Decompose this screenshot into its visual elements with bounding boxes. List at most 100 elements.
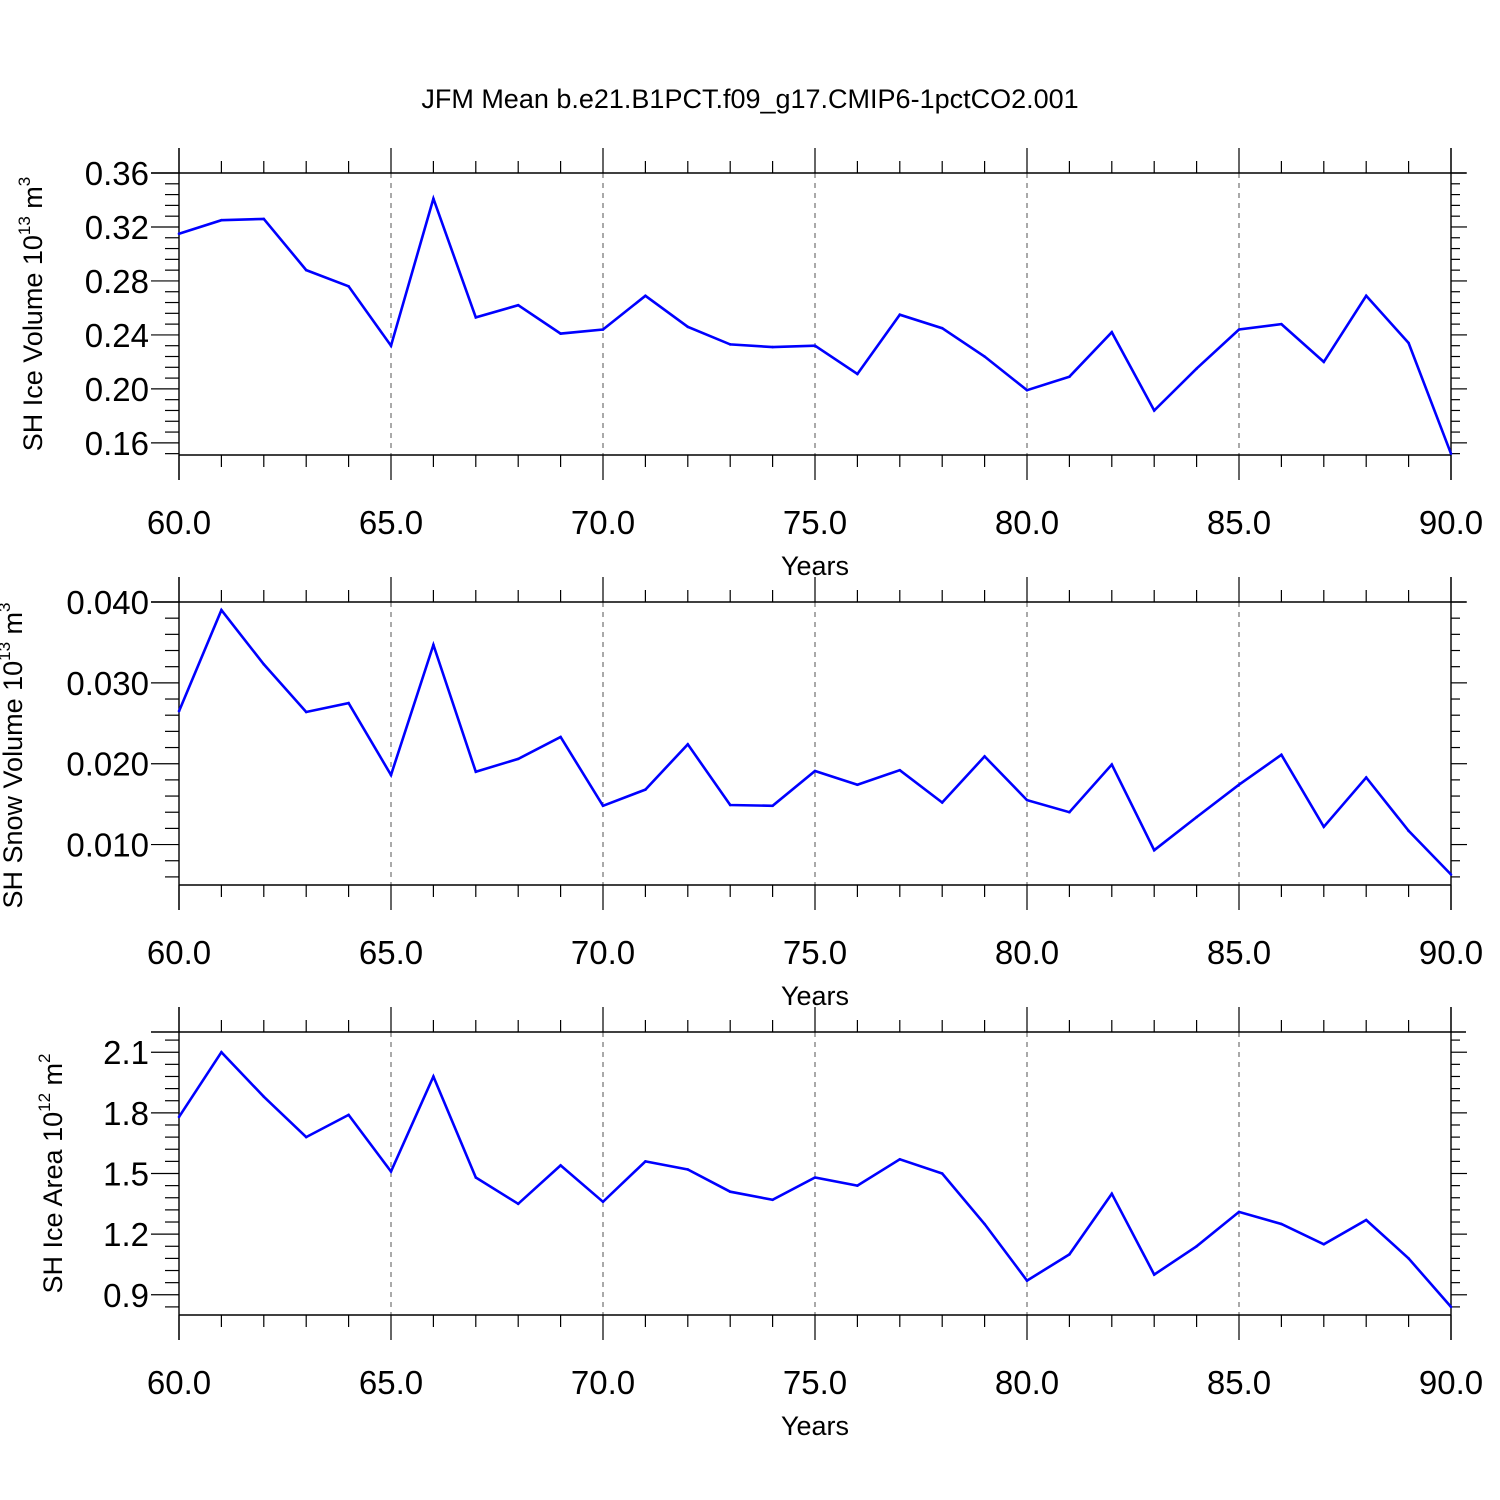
data-point — [601, 804, 605, 808]
y-tick-label: 1.5 — [103, 1156, 149, 1193]
data-point — [432, 1075, 435, 1078]
data-point — [1025, 1279, 1029, 1282]
data-point — [1237, 1210, 1241, 1214]
x-tick-label: 60.0 — [147, 1364, 211, 1401]
data-point — [1152, 848, 1156, 852]
x-tick-label: 70.0 — [571, 934, 635, 971]
x-tick-label: 85.0 — [1207, 934, 1271, 971]
x-tick-label: 85.0 — [1207, 504, 1271, 541]
x-tick-label: 90.0 — [1419, 504, 1483, 541]
data-point — [1110, 330, 1114, 334]
panel-ice-area: 0.9 1.2 1.5 1.8 2.1 60.0 65.0 70.0 75.0 80.0 85.0 9… — [35, 1007, 1483, 1441]
data-point — [644, 294, 647, 298]
x-tick-label: 70.0 — [571, 1364, 635, 1401]
data-point — [644, 1160, 647, 1163]
data-point — [1068, 810, 1071, 814]
data-point — [304, 710, 308, 714]
panel-ice-volume: 0.16 0.20 0.24 0.28 0.32 0.36 60.0 65.0 70.0 75.0… — [15, 148, 1483, 581]
data-point — [898, 768, 902, 772]
data-point — [1364, 776, 1368, 779]
y-axis-title: SH Snow Volume 1013 m3 — [0, 602, 28, 908]
data-point — [1407, 341, 1410, 345]
data-point — [771, 345, 774, 349]
data-point — [474, 770, 478, 774]
data-point — [601, 328, 605, 331]
data-point — [516, 303, 520, 307]
data-point — [1280, 753, 1283, 757]
series-line — [177, 1050, 1452, 1308]
data-point — [771, 1198, 774, 1202]
y-tick-label: 0.9 — [103, 1277, 149, 1314]
data-point — [1195, 367, 1198, 370]
x-tick-label: 80.0 — [995, 1364, 1059, 1401]
data-point — [389, 773, 393, 777]
data-point — [856, 783, 859, 787]
data-point — [1237, 783, 1241, 787]
data-point — [1068, 1253, 1071, 1256]
x-axis-title: Years — [781, 981, 849, 1011]
x-tick-label: 60.0 — [147, 934, 211, 971]
x-tick-label: 65.0 — [359, 934, 423, 971]
data-point — [262, 1095, 266, 1098]
y-tick-label: 0.030 — [66, 665, 149, 702]
data-point — [262, 662, 266, 666]
data-point — [940, 1172, 944, 1175]
data-point — [220, 608, 223, 612]
data-point — [728, 1190, 732, 1193]
data-point — [432, 197, 435, 200]
y-axis-title: SH Ice Volume 1013 m3 — [15, 177, 48, 452]
x-tick-label: 80.0 — [995, 934, 1059, 971]
data-point — [1322, 360, 1326, 364]
data-point — [1152, 409, 1156, 412]
data-point — [686, 325, 690, 329]
x-tick-label: 70.0 — [571, 504, 635, 541]
data-point — [1322, 825, 1326, 829]
y-tick-label: 0.32 — [85, 209, 149, 246]
data-point — [1407, 1257, 1410, 1260]
x-tick-label: 65.0 — [359, 504, 423, 541]
data-point — [389, 344, 393, 348]
data-point — [898, 313, 902, 316]
data-point — [474, 316, 478, 319]
data-point — [983, 755, 986, 758]
data-point — [1025, 798, 1029, 802]
data-point — [771, 804, 774, 808]
data-point — [983, 1222, 986, 1226]
data-point — [177, 709, 181, 713]
data-point — [940, 801, 944, 804]
y-tick-label: 0.36 — [85, 155, 149, 192]
data-point — [177, 1115, 181, 1119]
data-point — [1068, 375, 1071, 379]
y-axis-title: SH Ice Area 1012 m2 — [35, 1054, 68, 1294]
y-tick-label: 0.020 — [66, 746, 149, 783]
data-point — [1364, 294, 1368, 298]
data-point — [601, 1200, 605, 1204]
x-axis-title: Years — [781, 1411, 849, 1441]
y-tick-label: 0.20 — [85, 371, 149, 408]
data-point — [1152, 1273, 1156, 1276]
data-point — [1449, 873, 1453, 876]
data-point — [220, 1050, 223, 1054]
x-tick-label: 65.0 — [359, 1364, 423, 1401]
y-tick-label: 0.16 — [85, 425, 149, 462]
y-tick-label: 0.24 — [85, 317, 149, 354]
data-point — [1280, 322, 1283, 326]
chart-title: JFM Mean b.e21.B1PCT.f09_g17.CMIP6-1pctC… — [421, 84, 1079, 114]
data-point — [559, 332, 562, 335]
data-point — [220, 218, 223, 222]
x-tick-label: 85.0 — [1207, 1364, 1271, 1401]
data-point — [1449, 452, 1453, 455]
data-point — [940, 326, 944, 330]
data-point — [347, 701, 350, 705]
data-point — [856, 1184, 859, 1187]
data-point — [177, 232, 181, 236]
data-point — [686, 743, 690, 746]
data-point — [347, 1113, 350, 1117]
data-point — [644, 788, 647, 791]
data-point — [389, 1170, 393, 1173]
data-point — [559, 1164, 562, 1167]
data-point — [1110, 763, 1114, 766]
data-point — [1322, 1242, 1326, 1246]
data-point — [474, 1176, 478, 1179]
data-point — [728, 803, 732, 807]
